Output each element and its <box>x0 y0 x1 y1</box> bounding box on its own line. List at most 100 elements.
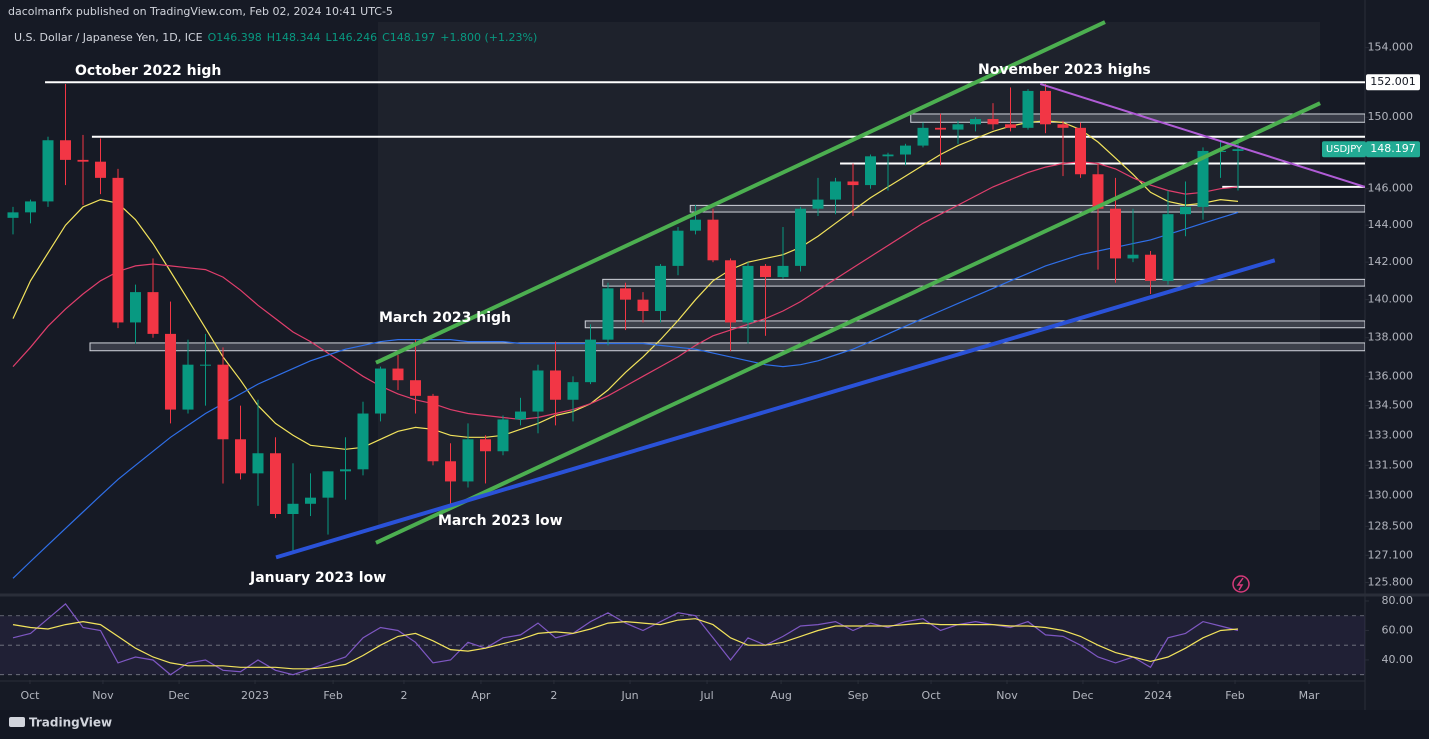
candle-body <box>1005 124 1017 128</box>
ohlc-value: C148.197 <box>382 31 435 44</box>
symbol-title: U.S. Dollar / Japanese Yen, 1D, ICE <box>14 31 203 44</box>
candle-body <box>60 140 72 160</box>
x-tick-label: Mar <box>1299 689 1320 702</box>
brand: TradingView <box>29 716 112 730</box>
candle-body <box>760 265 772 278</box>
candle-body <box>77 159 89 162</box>
ohlc-value: L146.246 <box>326 31 378 44</box>
level-tag-label: 152.001 <box>1370 75 1416 88</box>
candle-body <box>602 288 614 340</box>
support-zone <box>689 204 1365 213</box>
symbol-tag-label: USDJPY <box>1326 144 1363 155</box>
moving-average <box>12 211 1239 579</box>
candle-body <box>1040 90 1052 125</box>
level-tag <box>1366 74 1420 91</box>
candle-body <box>147 292 159 334</box>
candle-body <box>707 219 719 261</box>
x-tick-label: Oct <box>20 689 40 702</box>
candle-body <box>567 382 579 400</box>
candle-body <box>882 154 894 157</box>
candle-body <box>777 265 789 278</box>
moving-average <box>12 120 1239 450</box>
symbol-tag <box>1322 141 1366 158</box>
overlay: U.S. Dollar / Japanese Yen, 1D, ICE O146.… <box>14 31 1420 702</box>
y-tick-label: 127.100 <box>1368 548 1414 561</box>
candle-body <box>830 181 842 200</box>
y-tick-label: 144.000 <box>1368 218 1414 231</box>
price-tag-label: 148.197 <box>1370 142 1416 155</box>
x-tick-label: Jul <box>699 689 713 702</box>
candle-body <box>25 201 37 213</box>
candle-body <box>182 364 194 410</box>
candle-body <box>1057 124 1069 128</box>
candle-body <box>340 469 352 472</box>
candle-body <box>515 411 527 420</box>
x-tick-label: Dec <box>1072 689 1093 702</box>
candle-body <box>1180 206 1192 215</box>
candle-body <box>95 161 107 178</box>
x-tick-label: 2 <box>550 689 557 702</box>
candle-body <box>970 118 982 125</box>
x-tick-label: Apr <box>471 689 491 702</box>
annotation: October 2022 high <box>75 63 221 79</box>
candle-body <box>270 453 282 514</box>
candle-body <box>795 208 807 266</box>
publisher: dacolmanfx published on TradingView.com,… <box>8 5 393 18</box>
range-highlight <box>378 22 1320 530</box>
candle-body <box>200 364 212 366</box>
candle-body <box>497 419 509 452</box>
y-tick-label: 125.800 <box>1368 575 1414 588</box>
rsi-y-tick-label: 80.00 <box>1382 594 1414 607</box>
trend-line <box>375 101 1321 545</box>
y-tick-label: 146.000 <box>1368 182 1414 195</box>
candle-body <box>235 439 247 474</box>
candle-body <box>392 368 404 381</box>
candle-body <box>935 127 947 130</box>
candle-body <box>725 260 737 323</box>
candle-body <box>690 219 702 231</box>
symbol-legend: U.S. Dollar / Japanese Yen, 1D, ICE O146.… <box>14 31 537 44</box>
y-tick-label: 133.000 <box>1368 428 1414 441</box>
rsi-y-tick-label: 60.00 <box>1382 623 1414 636</box>
candle-body <box>480 439 492 452</box>
alert-icon <box>1232 575 1250 593</box>
candle-body <box>900 145 912 155</box>
candle-body <box>1127 254 1139 259</box>
x-tick-label: Nov <box>92 689 114 702</box>
price-pane <box>7 20 1365 579</box>
y-tick-label: 136.000 <box>1368 369 1414 382</box>
x-tick-label: Feb <box>323 689 342 702</box>
candle-body <box>165 333 177 410</box>
annotation: March 2023 high <box>379 310 511 326</box>
y-tick-label: 128.500 <box>1368 519 1414 532</box>
candle-body <box>672 230 684 266</box>
candle-body <box>1232 149 1244 151</box>
x-tick-label: Sep <box>848 689 869 702</box>
x-tick-label: Aug <box>770 689 791 702</box>
candle-body <box>217 364 229 440</box>
trend-line <box>275 258 1276 560</box>
candle-body <box>287 503 299 514</box>
support-zone <box>602 278 1365 287</box>
candle-body <box>585 339 597 383</box>
candle-body <box>847 181 859 186</box>
y-tick-label: 150.000 <box>1368 110 1414 123</box>
candle-body <box>655 265 667 312</box>
candle-body <box>532 370 544 412</box>
annotation: March 2023 low <box>438 513 563 529</box>
candle-body <box>620 288 632 300</box>
candle-body <box>812 199 824 209</box>
footer-logo: TradingView <box>9 716 112 730</box>
candle-body <box>305 497 317 504</box>
candle-body <box>1092 174 1104 209</box>
candle-body <box>322 471 334 498</box>
footer-bar <box>0 710 1429 739</box>
candle-body <box>1197 150 1209 207</box>
candle-body <box>1075 127 1087 175</box>
rsi-y-tick-label: 40.00 <box>1382 653 1414 666</box>
candle-body <box>865 156 877 186</box>
candle-body <box>1145 254 1157 281</box>
y-tick-label: 138.000 <box>1368 331 1414 344</box>
